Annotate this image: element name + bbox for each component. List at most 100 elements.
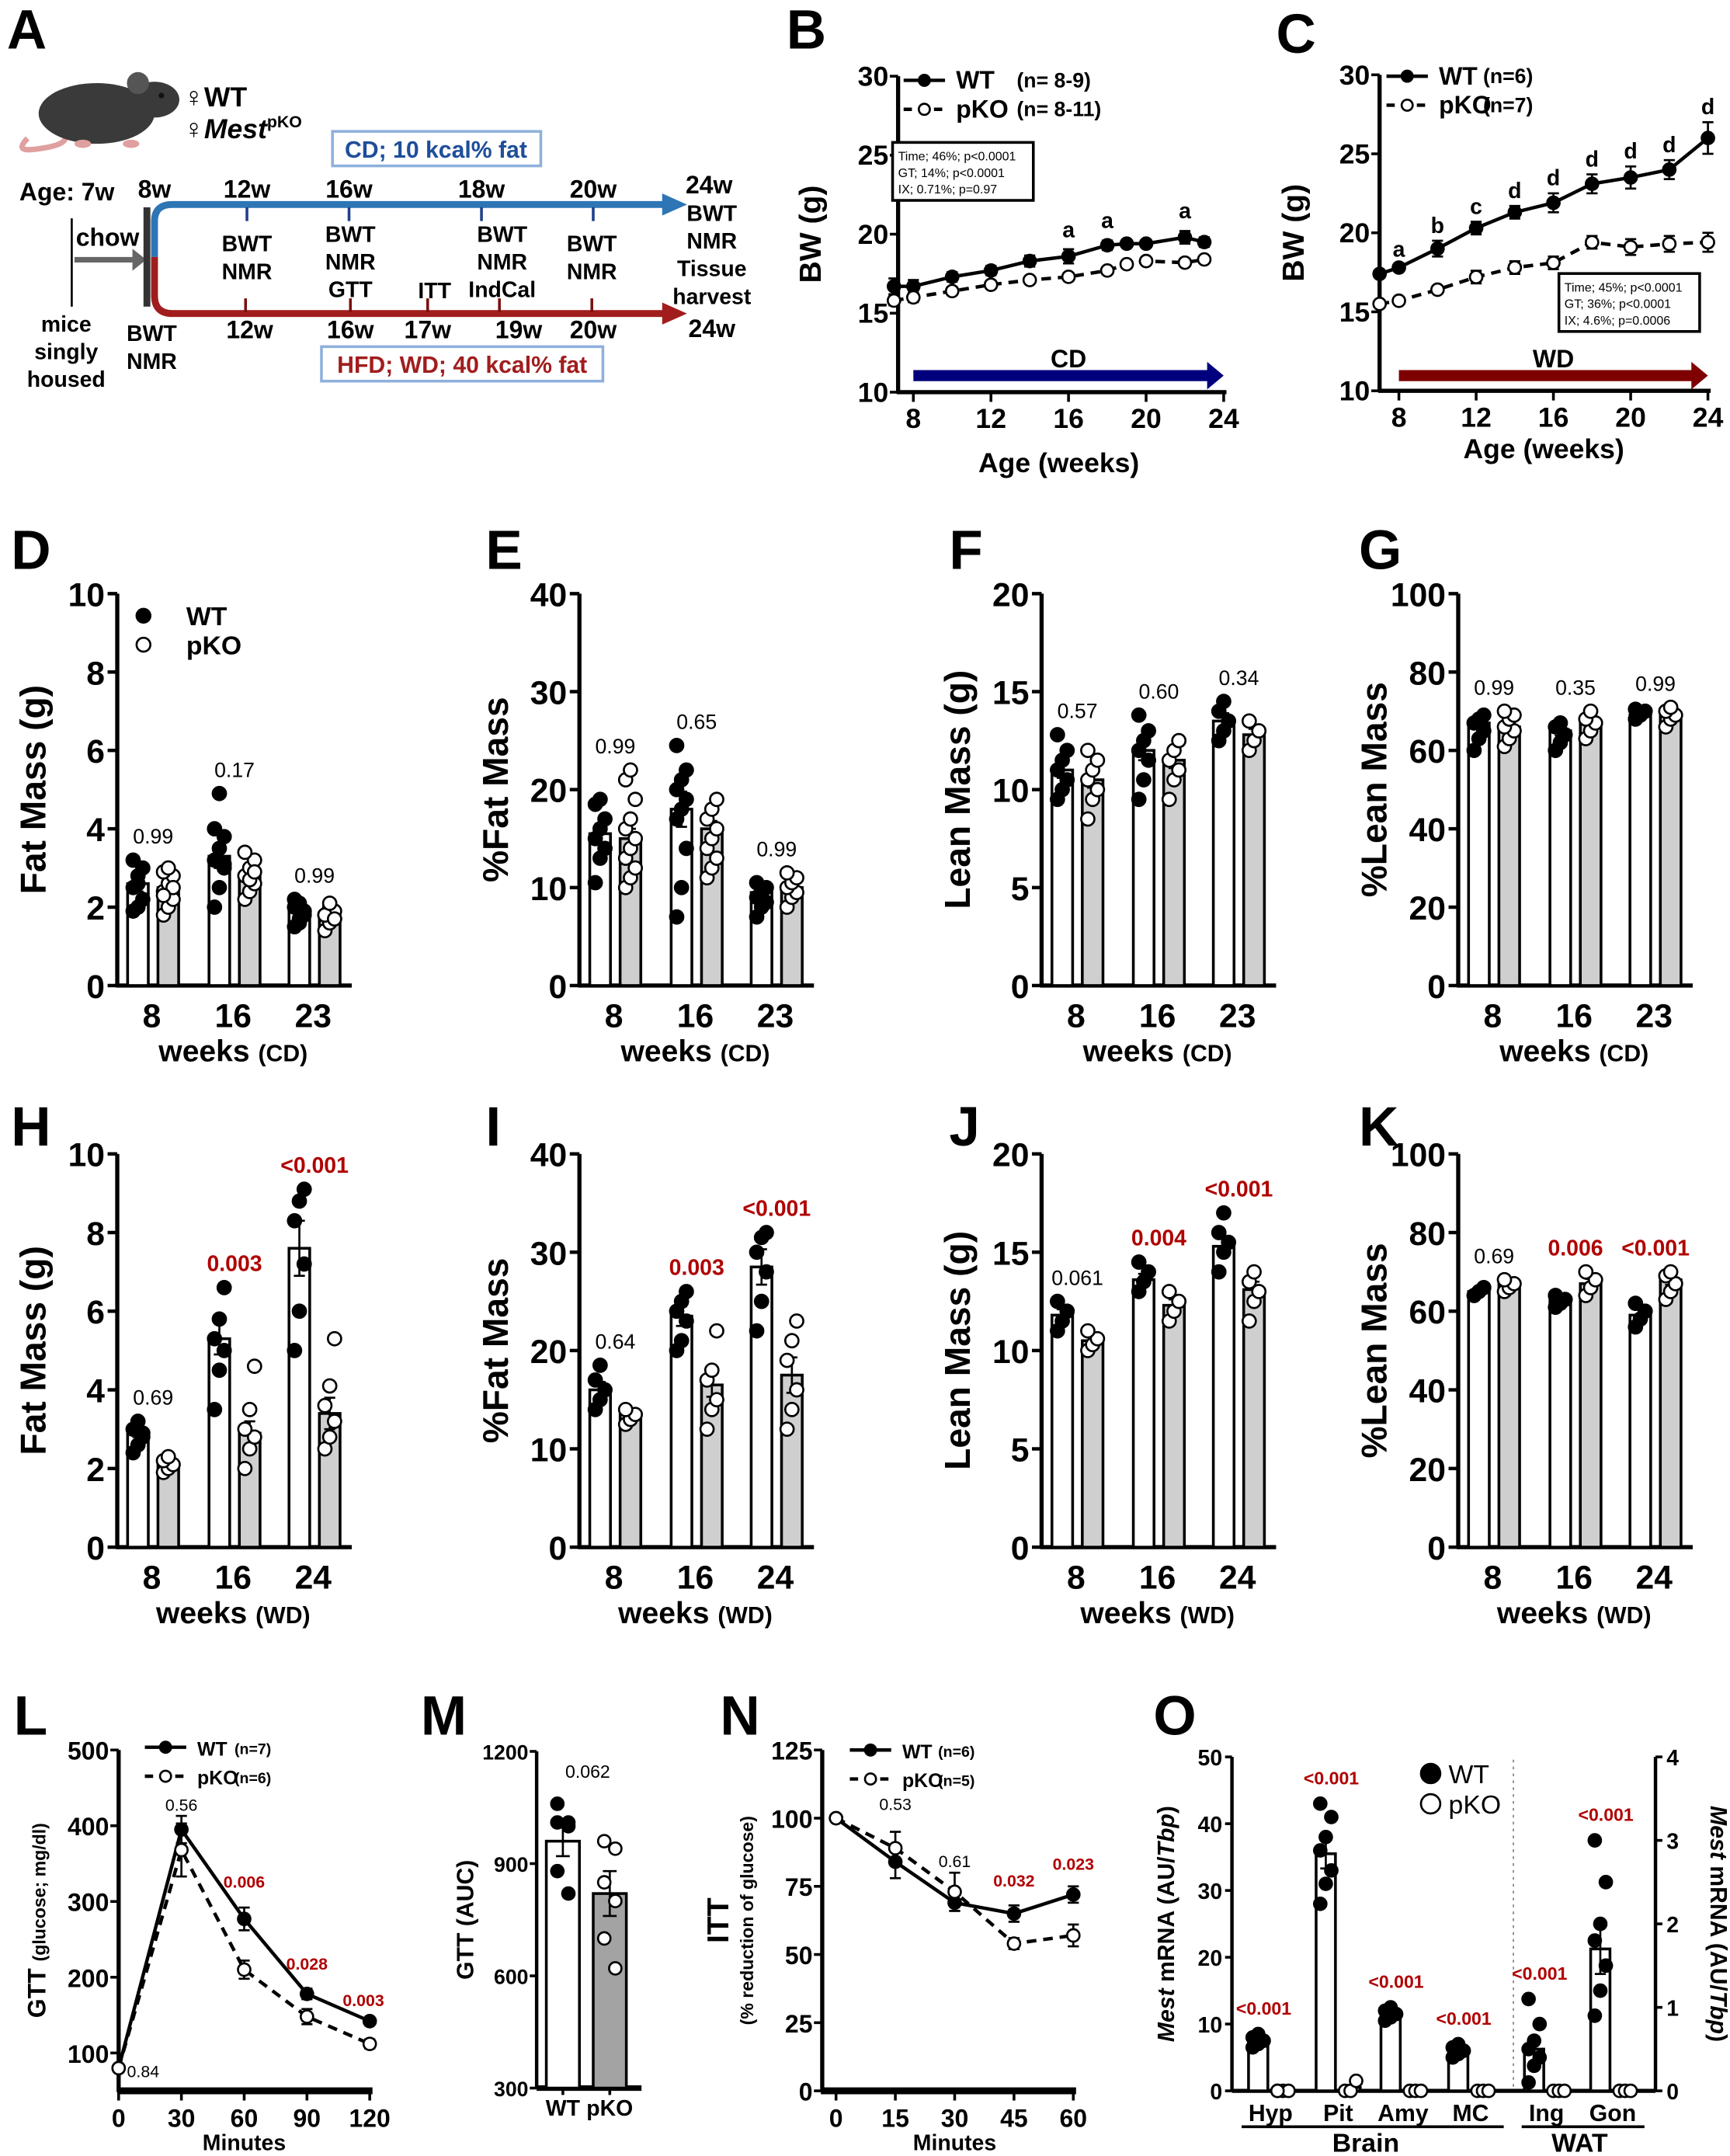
wt-marker: [597, 1382, 613, 1398]
p-value-label: 0.64: [595, 1330, 635, 1354]
x-label-diet: (WD): [717, 1603, 772, 1629]
x-tick-label: 60: [1060, 2104, 1088, 2132]
pko-marker: [709, 1392, 724, 1408]
y-tick-label: 5: [1011, 1431, 1030, 1469]
y-tick-label: 5: [1011, 871, 1030, 908]
x-tick-label: Hyp: [1249, 2101, 1293, 2126]
pko-marker: [1700, 235, 1715, 250]
wt-marker: [1059, 772, 1075, 788]
pko-marker: [1138, 253, 1154, 269]
wt-marker: [1324, 1810, 1339, 1824]
x-tick-label: Ing: [1529, 2101, 1564, 2126]
pko-marker: [1089, 781, 1106, 798]
wt-marker: [1662, 162, 1677, 177]
pko-marker: [829, 1810, 844, 1826]
wt-marker: [1318, 1876, 1333, 1891]
y-label-sub: (glucose; mg/dl): [30, 1823, 50, 1961]
wt-marker: [1628, 701, 1644, 718]
annotation: 0.84: [127, 2063, 160, 2081]
y-tick-label: 25: [858, 140, 889, 171]
x-label-main: weeks: [1079, 1597, 1171, 1630]
y-axis-sublabel: (% reduction of glucose): [737, 1816, 757, 2025]
pko-bar: [1659, 1278, 1683, 1549]
y-tick-label: 100: [771, 1805, 812, 1833]
annotation: 0.61: [939, 1852, 971, 1871]
pko-marker: [1270, 2083, 1285, 2099]
wt-marker: [216, 1280, 232, 1295]
y-tick-label: 0: [1011, 968, 1030, 1006]
wt-marker: [1138, 236, 1154, 252]
y-tick-label: 20: [1409, 1452, 1446, 1489]
y-tick-label: 100: [1391, 1137, 1446, 1174]
wt-marker: [1587, 1833, 1603, 1848]
p-value-label: 0.004: [1131, 1226, 1186, 1251]
wt-bar: [1548, 729, 1572, 987]
pko-marker: [709, 791, 724, 808]
x-tick-label: 8: [1484, 997, 1502, 1035]
diet-arrow: [1398, 361, 1708, 390]
wt-marker: [1598, 1958, 1614, 1973]
pko-marker: [241, 1401, 258, 1417]
y-tick-label: 100: [1391, 576, 1446, 614]
wt-marker: [1475, 707, 1492, 723]
wt-marker: [207, 899, 223, 915]
p-value-label: <0.001: [1368, 1972, 1423, 1992]
pko-marker: [623, 762, 638, 778]
pko-marker: [627, 830, 644, 847]
pko-marker: [317, 1397, 333, 1414]
y-label-main: GTT: [23, 1968, 51, 2018]
y-tick-label: 8: [86, 1215, 105, 1253]
pko-marker: [135, 636, 151, 653]
pko-marker: [1582, 703, 1599, 719]
wt-marker: [749, 1323, 765, 1339]
pko-marker: [1391, 293, 1406, 308]
legend-n: (n=5): [938, 1772, 974, 1789]
wt-marker: [587, 875, 603, 891]
pko-marker: [1507, 260, 1523, 275]
wt-marker: [1598, 1875, 1614, 1890]
start-measure: NMR: [127, 349, 177, 374]
stats-line: Time; 45%; p<0.0001: [1565, 281, 1683, 294]
y-tick-label-right: 3: [1666, 1829, 1679, 1854]
pko-marker: [886, 293, 901, 308]
pko-marker: [1546, 256, 1561, 270]
y-tick-label: 60: [1409, 1294, 1446, 1331]
y-tick-label: 30: [1198, 1880, 1223, 1904]
panel-n-chart: 0 25 50 75 100 125 0 15 30 45 60 ITT (% reduction of…: [702, 1737, 1094, 2156]
timepoint-measure: GTT: [328, 277, 373, 302]
wt-marker: [1587, 1933, 1603, 1948]
pko-bar: [618, 1413, 643, 1549]
pko-marker: [1161, 1284, 1177, 1299]
pko-marker: [1177, 255, 1193, 270]
x-label-main: weeks: [620, 1035, 712, 1069]
pko-marker: [321, 1378, 338, 1394]
ylabel-text: mRNA (AU/: [1154, 1856, 1179, 1989]
pko-marker: [1022, 273, 1037, 287]
stats-line: GT; 36%; p<0.0001: [1565, 298, 1671, 311]
p-value-label: 0.99: [1635, 672, 1676, 695]
timepoint-measure: NMR: [477, 250, 527, 275]
p-value-label: 0.69: [1474, 1244, 1514, 1268]
x-tick-label: 8: [1484, 1559, 1502, 1596]
singly-housed-text: singly: [34, 339, 98, 364]
x-tick-label: 30: [168, 2104, 196, 2132]
p-value-label: <0.001: [1236, 1998, 1291, 2019]
wt-marker: [1391, 260, 1406, 275]
wt-bar: [1467, 1290, 1491, 1549]
annotation: a: [1101, 208, 1113, 233]
pko-line: [116, 1845, 371, 2069]
pko-marker: [1161, 791, 1177, 808]
y-tick-label: 10: [68, 1137, 105, 1174]
x-tick-label: 60: [231, 2104, 259, 2132]
x-label-main: weeks: [158, 1035, 249, 1069]
timepoint-measure: BWT: [222, 232, 273, 257]
y-tick-label: 15: [1339, 297, 1370, 328]
y-tick-label: 2: [86, 890, 105, 927]
y-tick-label-right: 4: [1666, 1746, 1679, 1771]
wt-bar: [1211, 719, 1236, 987]
legend-n: (n= 8-9): [1016, 68, 1090, 92]
gene-label: Mest: [204, 113, 269, 144]
pko-marker: [237, 1421, 253, 1438]
stats-line: IX; 4.6%; p=0.0006: [1565, 315, 1671, 328]
